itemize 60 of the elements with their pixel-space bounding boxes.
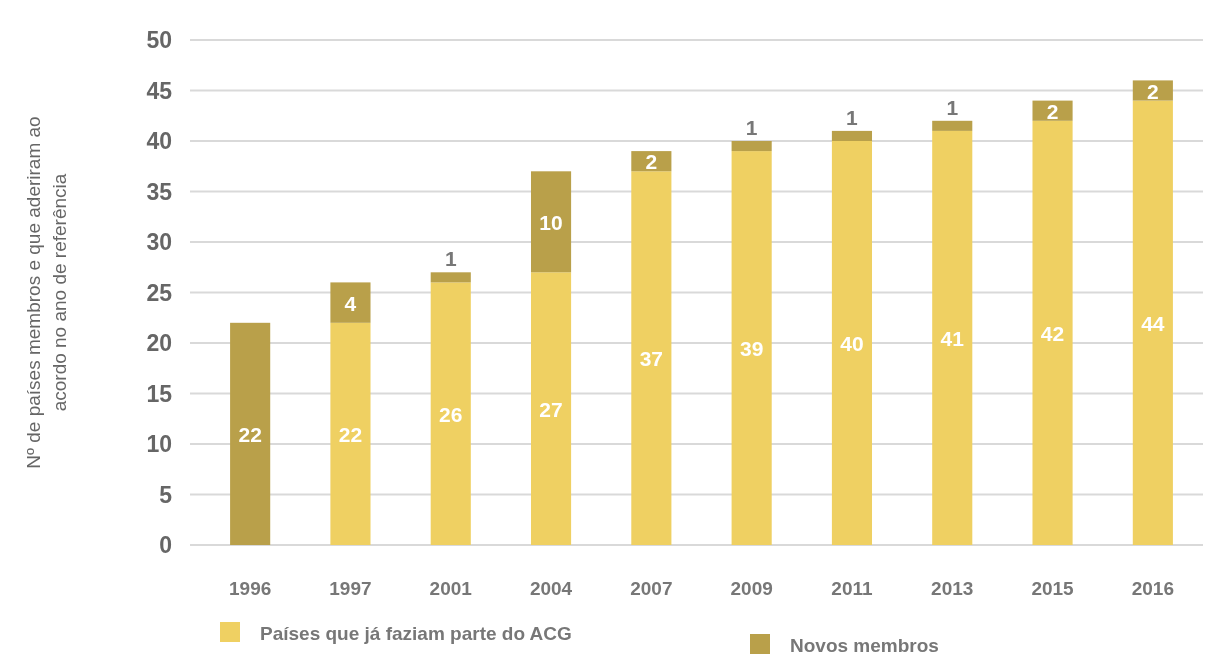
y-tick-label: 45	[146, 77, 173, 104]
data-label: 22	[238, 422, 262, 446]
x-tick-label: 2015	[1031, 578, 1075, 599]
data-label: 44	[1141, 311, 1165, 335]
x-tick-label: 1996	[229, 578, 272, 599]
y-tick-label: 10	[146, 431, 172, 457]
x-tick-label: 2016	[1131, 578, 1174, 599]
data-label: 1	[745, 116, 758, 139]
legend-label: Países que já faziam parte do ACG	[260, 623, 572, 644]
data-label: 42	[1040, 321, 1065, 345]
bar	[430, 272, 471, 283]
y-tick-label: 0	[159, 532, 172, 558]
bar	[831, 130, 873, 141]
data-label: 2	[1147, 79, 1159, 103]
data-label: 26	[439, 402, 463, 426]
x-tick-label: 2001	[429, 578, 473, 599]
bar	[1032, 120, 1073, 545]
data-label: 1	[946, 95, 959, 119]
y-tick-label: 50	[146, 27, 172, 53]
y-tick-label: 35	[146, 178, 173, 205]
data-label: 37	[639, 347, 664, 371]
y-tick-label: 40	[146, 128, 172, 154]
bar	[430, 282, 471, 545]
bar	[530, 171, 572, 273]
data-label: 2	[645, 150, 658, 174]
bar	[1132, 100, 1173, 545]
data-label: 39	[739, 337, 764, 361]
bar	[631, 171, 672, 545]
y-tick-label: 15	[146, 380, 173, 407]
data-label: 22	[338, 422, 363, 446]
data-label: 10	[539, 210, 563, 234]
y-tick-label: 25	[146, 279, 173, 306]
x-tick-label: 2009	[730, 578, 773, 599]
bar	[731, 141, 772, 152]
bar	[330, 282, 371, 323]
y-tick-label: 30	[146, 229, 172, 255]
bar	[1132, 80, 1173, 101]
y-tick-label: 20	[146, 330, 172, 356]
bar	[831, 141, 873, 545]
bar	[731, 151, 772, 545]
data-label: 27	[539, 397, 563, 421]
x-tick-label: 2011	[831, 578, 873, 599]
data-label: 2	[1046, 99, 1059, 123]
data-label: 1	[846, 105, 859, 129]
data-label: 1	[444, 247, 457, 271]
bar	[932, 130, 973, 545]
bar	[330, 322, 371, 545]
x-tick-label: 2007	[630, 578, 673, 599]
bar	[932, 120, 973, 131]
y-tick-label: 5	[159, 481, 173, 508]
data-label: 41	[940, 326, 965, 350]
y-axis-title: Nº de países membros e que aderiram ao acordo no ano de referência	[23, 116, 70, 469]
x-tick-label: 2013	[931, 578, 974, 599]
legend-label: Novos membros	[790, 635, 939, 655]
x-tick-label: 1997	[329, 578, 372, 599]
data-label: 40	[840, 332, 864, 355]
bar	[230, 322, 271, 545]
data-label: 4	[344, 291, 357, 315]
x-tick-label: 2004	[529, 578, 573, 599]
bar	[530, 272, 572, 545]
